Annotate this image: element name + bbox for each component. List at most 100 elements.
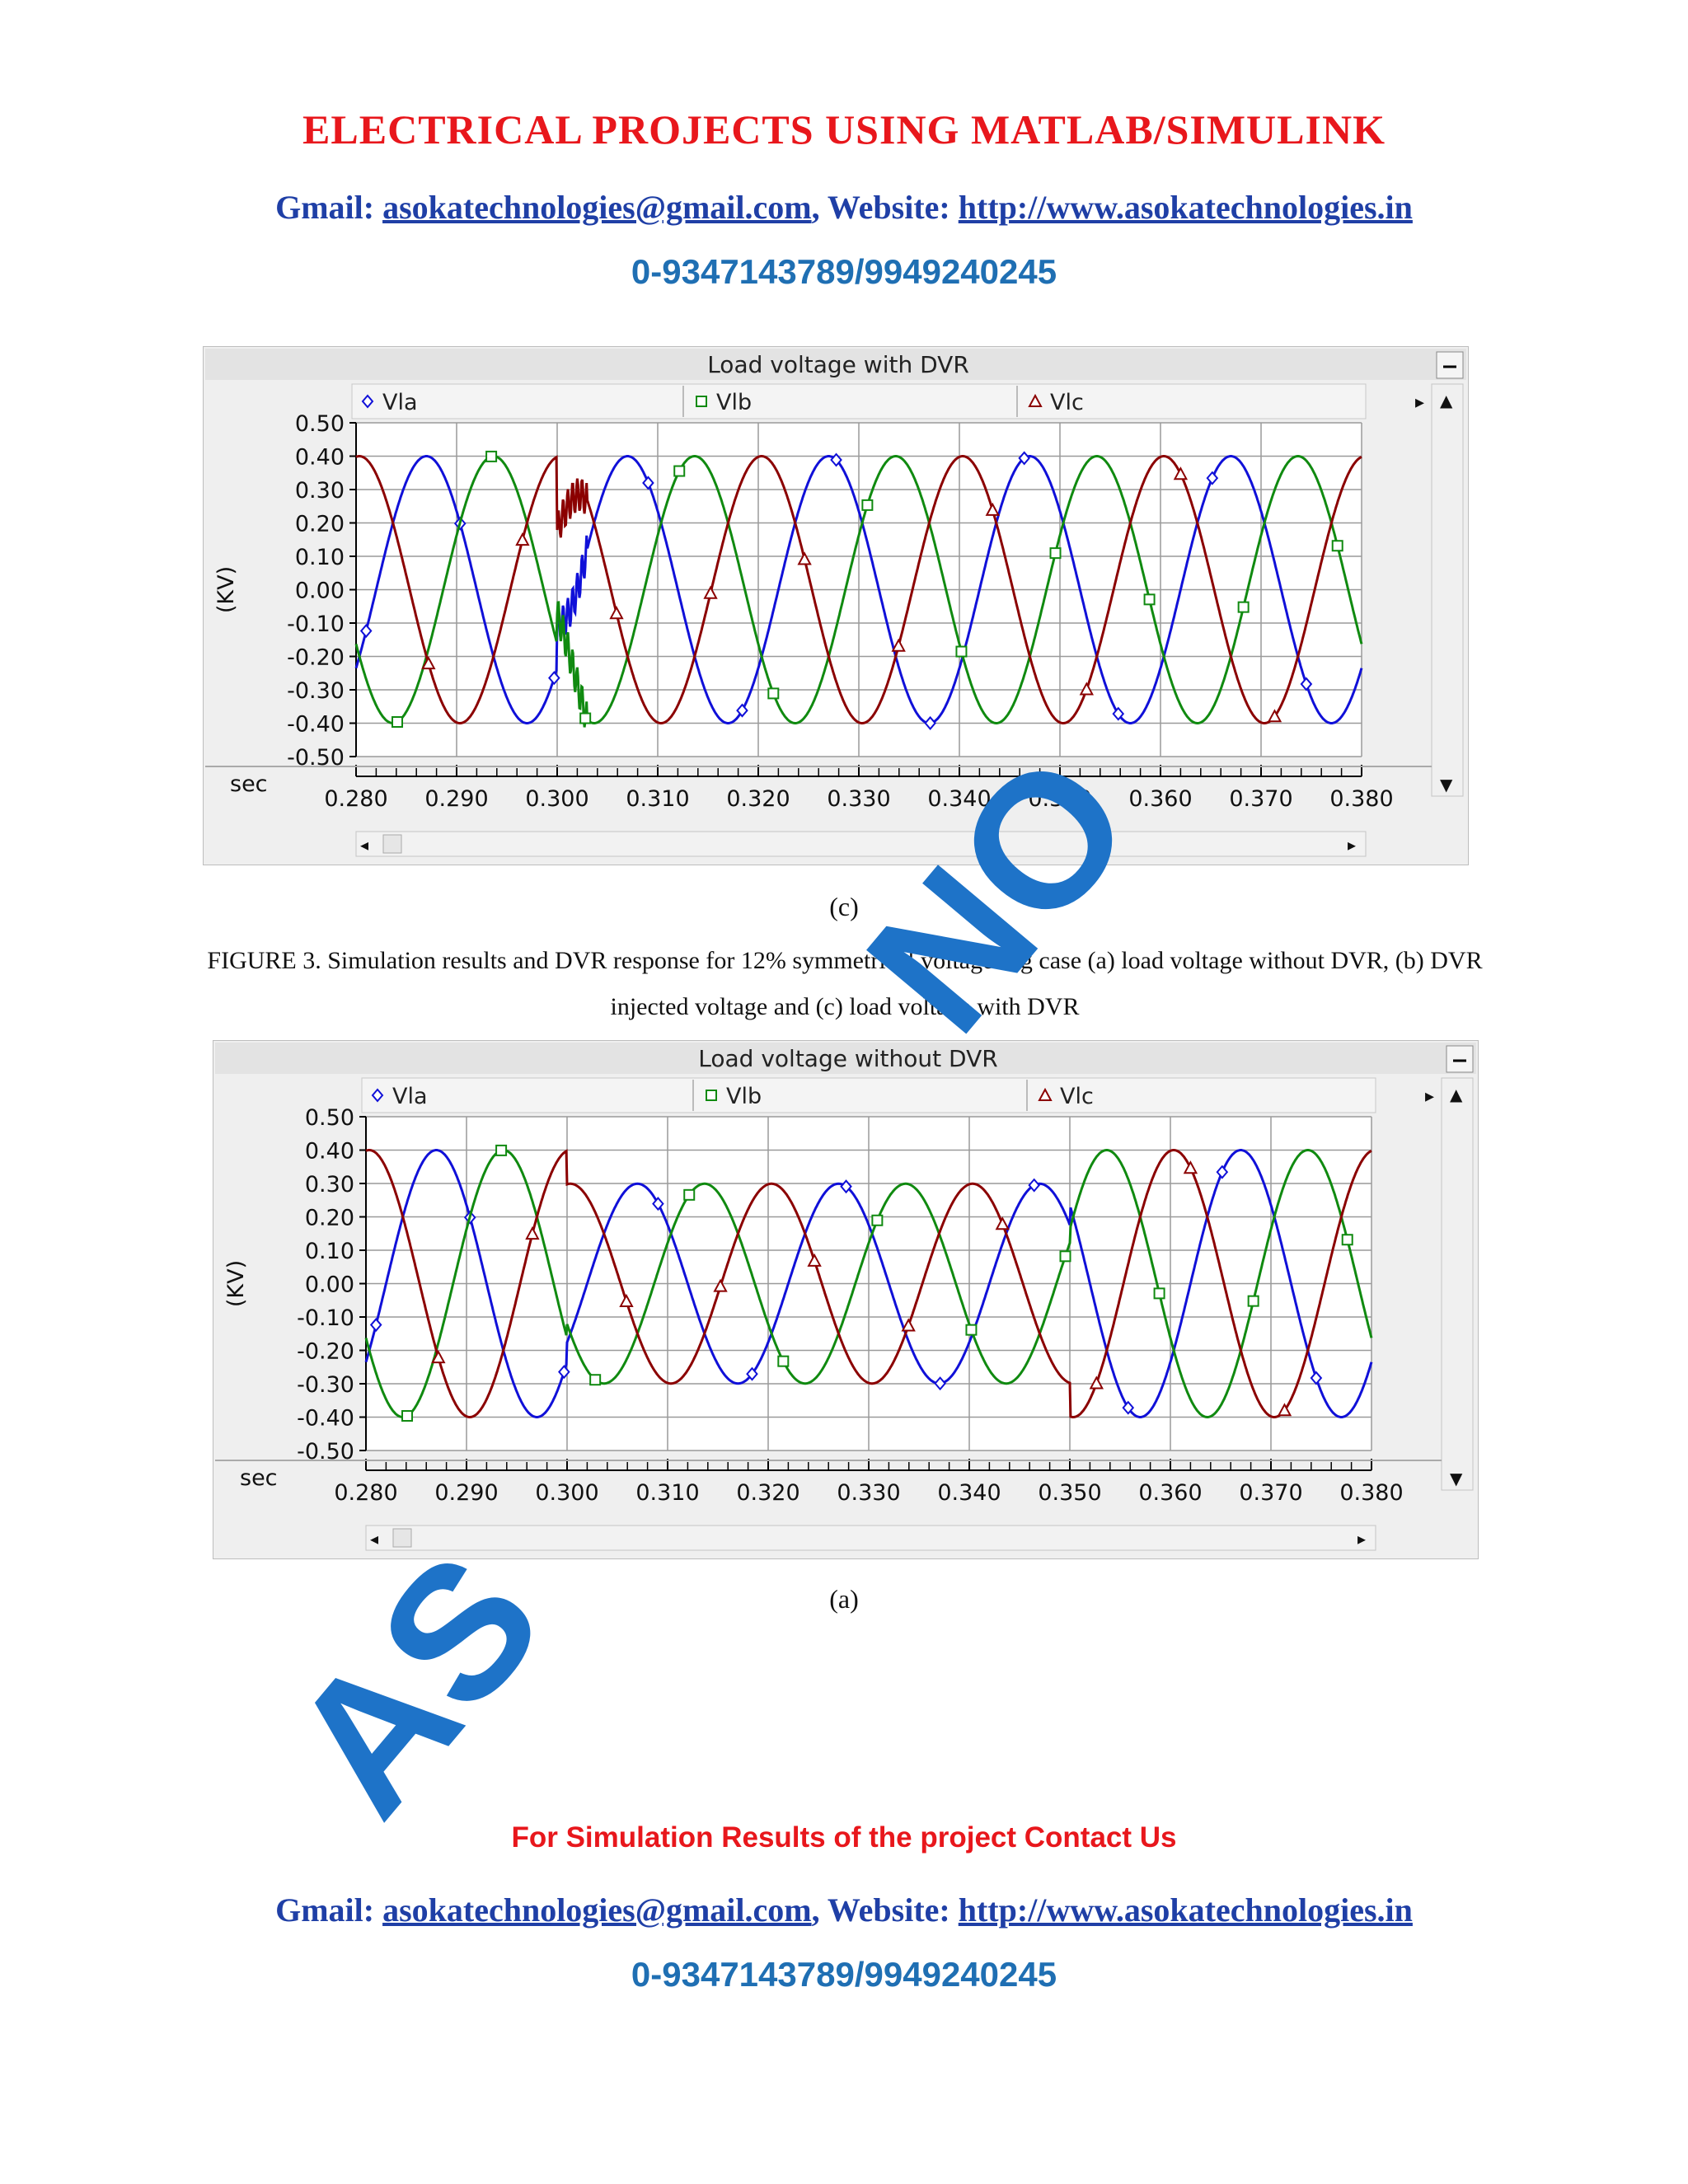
legend-marker-vla [361,394,374,409]
series-marker-vla [1028,1178,1041,1193]
scroll-left-icon[interactable]: ◂ [370,1529,378,1549]
series-marker-vla [558,1365,570,1380]
minimize-button[interactable] [1436,351,1464,379]
series-marker-vlb [861,499,874,511]
series-line-vlb [354,455,1363,728]
series-marker-vla [1112,706,1125,721]
footer-email-link[interactable]: asokatechnologies@gmail.com [382,1891,812,1929]
x-tick-label: 0.310 [635,1480,699,1506]
email-link[interactable]: asokatechnologies@gmail.com [382,189,812,226]
series-marker-vlc [891,638,906,652]
chart-without-dvr: Load voltage without DVR Vla Vlb Vlc ▸ ▲ ▼ 0.50… [215,1043,1476,1551]
x-tick-label: 0.380 [1329,786,1393,812]
series-marker-vlb [1341,1234,1353,1246]
x-tick-label: 0.280 [324,786,387,812]
scroll-right-icon[interactable]: ▸ [1357,1529,1366,1549]
series-marker-vlc [985,502,1000,516]
y-tick-label: 0.10 [295,545,345,570]
series-marker-vlb [871,1214,884,1226]
footer-website-label: Website: [827,1891,959,1929]
x-tick-label: 0.330 [837,1480,900,1506]
series-marker-vla [1310,1371,1323,1385]
scroll-thumb[interactable] [392,1528,412,1548]
series-marker-vlb [495,1144,508,1156]
x-tick-label: 0.290 [424,786,488,812]
series-marker-vlc [901,1318,916,1332]
vertical-scrollbar[interactable] [1431,383,1464,797]
series-marker-vlb [777,1355,790,1367]
y-tick-label: -0.10 [297,1305,354,1331]
chart-with-dvr: Load voltage with DVR Vla Vlb Vlc ▸ ▲ ▼ 0.50 0.4… [205,349,1466,857]
x-axis-label: sec [230,771,268,797]
scroll-thumb[interactable] [382,834,402,854]
x-tick-label: 0.380 [1339,1480,1403,1506]
series-marker-vlb [673,465,686,477]
series-line-vlb [364,1149,1373,1418]
horizontal-scrollbar[interactable] [355,831,1367,857]
y-tick-label: 0.10 [305,1239,354,1264]
y-tick-label: -0.20 [297,1339,354,1365]
series-marker-vlc [797,551,812,565]
caption-c: (c) [829,892,859,921]
series-marker-vlc [421,656,436,670]
legend-bar [361,1077,1376,1113]
series-marker-vla [924,715,936,730]
y-tick-label: 0.00 [295,579,345,604]
figure-caption: FIGURE 3. Simulation results and DVR res… [207,947,1483,1020]
series-marker-vla [369,1318,382,1333]
scope-without-dvr: Load voltage without DVR Vla Vlb Vlc ▸ ▲ ▼ 0.50… [213,1040,1479,1559]
series-marker-vlb [965,1324,978,1336]
legend-marker-vlb [706,1090,717,1101]
scroll-left-icon[interactable]: ◂ [360,835,368,855]
footer-website-link[interactable]: http://www.asokatechnologies.in [958,1891,1413,1929]
scroll-down-icon[interactable]: ▼ [1450,1469,1463,1488]
y-tick-label: -0.40 [287,712,345,738]
x-tick-label: 0.370 [1229,786,1292,812]
footer-phone: 0-9347143789/9949240245 [631,1955,1057,1994]
series-line-vla [364,1149,1373,1418]
series-marker-vlc [1173,466,1189,480]
website-link[interactable]: http://www.asokatechnologies.in [958,189,1413,226]
footer-gmail-label: Gmail: [275,1891,383,1929]
caption-a: (a) [829,1584,859,1614]
legend-marker-vlc [1038,1087,1053,1101]
y-tick-label: 0.30 [295,478,345,504]
series-marker-vla [359,624,373,639]
minimize-button[interactable] [1446,1045,1474,1073]
legend-label-vla[interactable]: Vla [382,390,418,415]
vertical-scrollbar[interactable] [1441,1077,1474,1491]
legend-label-vlb[interactable]: Vlb [716,390,752,415]
legend-marker-vlc [1028,393,1043,407]
series-marker-vla [652,1197,664,1212]
title-bar [205,349,1466,380]
series-marker-vla [934,1376,946,1391]
series-marker-vlb [1143,593,1156,606]
horizontal-scrollbar[interactable] [365,1525,1376,1551]
x-tick-label: 0.340 [927,786,991,812]
scroll-up-icon[interactable]: ▲ [1440,391,1453,410]
scroll-right-icon[interactable]: ▸ [1348,835,1356,855]
series-marker-vla [642,476,654,490]
legend-arrow-icon[interactable]: ▸ [1415,392,1424,413]
x-tick-label: 0.290 [434,1480,498,1506]
series-marker-vla [1018,451,1031,466]
legend-label-vlc[interactable]: Vlc [1050,390,1084,415]
series-marker-vlb [401,1410,414,1422]
x-tick-label: 0.350 [1038,1480,1101,1506]
legend-label-vla[interactable]: Vla [392,1084,428,1109]
series-marker-vla [746,1366,758,1381]
page-title: ELECTRICAL PROJECTS USING MATLAB/SIMULIN… [302,106,1386,152]
y-tick-label: 0.00 [305,1272,354,1298]
series-marker-vlb [683,1188,696,1201]
legend-label-vlb[interactable]: Vlb [726,1084,762,1109]
series-marker-vlc [1183,1160,1198,1174]
y-tick-label: 0.50 [295,411,345,437]
legend-label-vlc[interactable]: Vlc [1060,1084,1094,1109]
chart-title: Load voltage without DVR [698,1045,997,1072]
series-marker-vla [548,671,560,686]
footer-separator: , [811,1891,828,1929]
legend-arrow-icon[interactable]: ▸ [1425,1086,1434,1107]
x-tick-label: 0.300 [525,786,588,812]
scroll-down-icon[interactable]: ▼ [1440,775,1453,794]
scroll-up-icon[interactable]: ▲ [1450,1085,1463,1104]
